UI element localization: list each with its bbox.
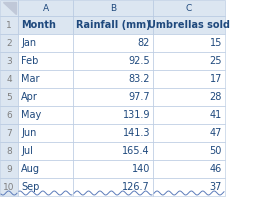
Bar <box>0 142 18 160</box>
Text: 37: 37 <box>210 182 222 192</box>
Bar <box>73 142 153 160</box>
Bar <box>0 16 18 34</box>
Bar <box>18 34 73 52</box>
Text: 140: 140 <box>132 164 150 174</box>
Bar <box>18 16 73 34</box>
Text: 83.2: 83.2 <box>129 74 150 84</box>
Text: 25: 25 <box>210 56 222 66</box>
Bar <box>153 160 225 178</box>
Bar <box>153 124 225 142</box>
Text: 4: 4 <box>6 75 12 83</box>
Text: Umbrellas sold: Umbrellas sold <box>148 20 230 30</box>
Text: A: A <box>42 4 48 12</box>
Text: 6: 6 <box>6 111 12 119</box>
Text: 41: 41 <box>210 110 222 120</box>
Text: 141.3: 141.3 <box>122 128 150 138</box>
Text: B: B <box>110 4 116 12</box>
Bar <box>73 88 153 106</box>
Bar <box>73 160 153 178</box>
Bar <box>73 16 153 34</box>
Bar <box>153 142 225 160</box>
Bar <box>153 70 225 88</box>
Bar <box>73 178 153 196</box>
Bar <box>0 178 18 196</box>
Text: Rainfall (mm): Rainfall (mm) <box>76 20 150 30</box>
Text: 82: 82 <box>138 38 150 48</box>
Bar <box>0 34 18 52</box>
Bar <box>18 0 73 16</box>
Bar <box>73 0 153 16</box>
Text: 10: 10 <box>3 182 15 192</box>
Bar <box>73 70 153 88</box>
Text: Month: Month <box>21 20 56 30</box>
Text: 47: 47 <box>210 128 222 138</box>
Text: Sep: Sep <box>21 182 39 192</box>
Text: Jan: Jan <box>21 38 36 48</box>
Text: C: C <box>186 4 192 12</box>
Text: Apr: Apr <box>21 92 38 102</box>
Bar <box>0 0 18 16</box>
Text: Jul: Jul <box>21 146 33 156</box>
Text: 46: 46 <box>210 164 222 174</box>
Text: 50: 50 <box>210 146 222 156</box>
Bar <box>18 160 73 178</box>
Bar <box>18 142 73 160</box>
Text: 15: 15 <box>210 38 222 48</box>
Text: 1: 1 <box>6 20 12 30</box>
Bar <box>153 34 225 52</box>
Text: Jun: Jun <box>21 128 36 138</box>
Bar <box>0 88 18 106</box>
Text: 2: 2 <box>6 38 12 48</box>
Bar <box>0 106 18 124</box>
Bar <box>0 160 18 178</box>
Text: 3: 3 <box>6 57 12 65</box>
Bar <box>18 52 73 70</box>
Text: 5: 5 <box>6 93 12 101</box>
Bar <box>153 88 225 106</box>
Text: 8: 8 <box>6 147 12 155</box>
Bar <box>0 70 18 88</box>
Bar <box>0 124 18 142</box>
Text: Aug: Aug <box>21 164 40 174</box>
Text: 126.7: 126.7 <box>122 182 150 192</box>
Text: 131.9: 131.9 <box>122 110 150 120</box>
Bar <box>73 52 153 70</box>
Text: 97.7: 97.7 <box>129 92 150 102</box>
Bar <box>18 178 73 196</box>
Bar <box>18 106 73 124</box>
Text: May: May <box>21 110 41 120</box>
Bar <box>153 0 225 16</box>
Bar <box>73 124 153 142</box>
Text: Feb: Feb <box>21 56 38 66</box>
Bar <box>73 34 153 52</box>
Text: 7: 7 <box>6 129 12 137</box>
Bar <box>153 106 225 124</box>
Text: 92.5: 92.5 <box>129 56 150 66</box>
Bar <box>153 16 225 34</box>
Text: Mar: Mar <box>21 74 39 84</box>
Bar <box>18 124 73 142</box>
Bar <box>0 52 18 70</box>
Bar <box>18 70 73 88</box>
Bar <box>73 106 153 124</box>
Polygon shape <box>3 2 16 14</box>
Text: 28: 28 <box>210 92 222 102</box>
Bar <box>153 178 225 196</box>
Text: 9: 9 <box>6 165 12 174</box>
Text: 165.4: 165.4 <box>122 146 150 156</box>
Text: 17: 17 <box>210 74 222 84</box>
Bar <box>18 88 73 106</box>
Bar <box>153 52 225 70</box>
